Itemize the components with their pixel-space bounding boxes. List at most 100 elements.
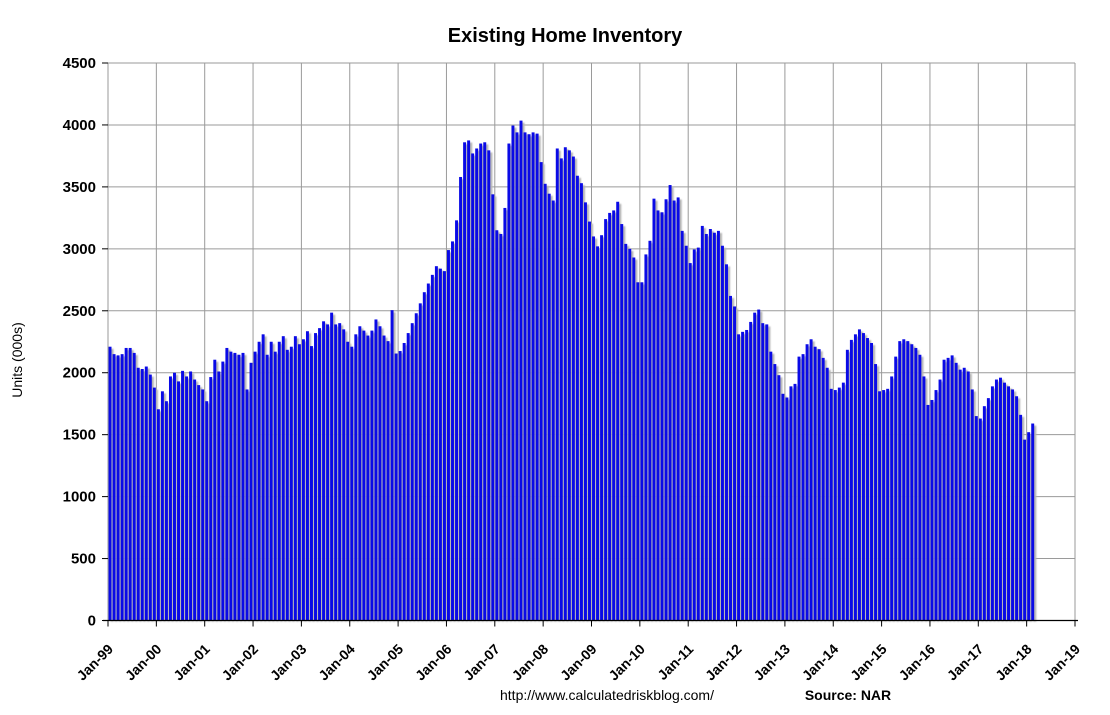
bar-month-152 [720,245,724,621]
x-tick-label-Jan-16: Jan-16 [895,641,938,684]
bar-month-173 [805,344,809,621]
bar-month-60 [350,346,354,621]
bar-shadow [251,364,255,622]
bar-shadow [328,326,332,622]
bar-shadow [497,232,501,622]
bar-month-23 [201,389,205,621]
bar-month-86 [455,220,459,621]
bar-shadow [489,152,493,622]
bar-month-132 [640,282,644,621]
bar-shadow [332,314,336,622]
footer-url: http://www.calculatedriskblog.com/ [500,687,714,703]
x-tick-label-Jan-04: Jan-04 [315,641,358,684]
bar-month-105 [531,132,535,621]
bar-month-204 [930,399,934,621]
bar-month-145 [692,249,696,621]
bar-shadow [187,378,191,622]
bar-month-221 [998,377,1002,621]
bar-month-31 [233,352,237,621]
x-tick-label-Jan-01: Jan-01 [170,641,213,684]
bar-shadow [525,134,529,622]
bar-month-120 [592,236,595,621]
y-tick-label-3500: 3500 [63,179,96,196]
bar-shadow [404,345,408,622]
bar-month-213 [966,371,970,621]
bar-month-131 [636,282,640,621]
bar-month-216 [978,418,982,621]
bar-month-121 [596,246,600,621]
bar-shadow [441,270,444,622]
bar-shadow [759,311,763,622]
bar-month-61 [354,334,358,621]
bar-shadow [884,392,888,622]
bar-month-56 [334,324,338,621]
bar-month-9 [144,366,148,621]
bar-shadow [227,350,231,622]
bar-month-13 [160,391,164,621]
bar-month-165 [773,364,777,621]
bar-month-157 [741,331,745,621]
bar-shadow [295,338,299,622]
bar-month-200 [914,347,918,621]
bar-shadow [710,231,714,622]
bar-shadow [473,155,477,622]
bar-month-198 [906,341,910,621]
bar-shadow [1033,425,1037,622]
bar-shadow [739,336,743,622]
bar-shadow [872,345,876,622]
bar-shadow [344,331,348,622]
bar-month-47 [297,344,301,621]
bar-month-129 [628,248,632,621]
bar-month-14 [164,401,168,621]
bar-month-140 [672,200,676,621]
bar-shadow [477,150,481,622]
bar-shadow [150,376,154,622]
bar-month-104 [527,134,531,621]
bar-shadow [207,403,211,622]
bar-month-166 [777,375,781,621]
bar-month-193 [886,388,890,621]
bar-month-69 [386,341,390,621]
bar-month-112 [559,158,563,621]
bar-month-76 [414,313,418,621]
y-tick-label-4000: 4000 [63,117,96,134]
bar-month-16 [173,372,176,621]
bar-month-227 [1023,439,1027,621]
bar-shadow [223,363,227,622]
bar-month-222 [1003,382,1006,621]
bar-shadow [650,242,654,622]
bar-shadow [110,348,114,622]
bar-month-71 [394,353,398,621]
bar-shadow [211,379,215,622]
bar-shadow [159,411,162,622]
bar-month-40 [269,341,273,621]
bar-shadow [892,378,896,622]
bar-month-181 [837,387,841,621]
bar-month-144 [688,263,692,621]
bar-shadow [126,350,130,622]
bar-month-5 [128,347,132,621]
bar-month-168 [785,397,789,621]
bar-shadow [731,298,735,622]
bar-month-102 [519,120,523,621]
bar-month-148 [704,233,708,621]
bar-shadow [574,158,577,622]
bar-month-142 [680,230,684,621]
bar-month-139 [668,185,672,621]
bar-month-125 [612,210,616,621]
bar-month-109 [547,193,551,621]
bar-shadow [308,333,312,622]
bar-shadow [835,392,839,622]
bar-shadow [561,160,565,622]
bar-month-133 [644,254,648,621]
bar-shadow [743,333,747,622]
bar-shadow [255,353,259,622]
y-tick-label-3000: 3000 [63,241,96,258]
x-tick-label-Jan-11: Jan-11 [654,641,696,683]
bar-month-116 [575,175,579,621]
bar-month-143 [684,245,688,621]
bar-month-99 [507,143,511,621]
bar-month-174 [809,339,813,621]
bar-month-199 [910,344,914,621]
